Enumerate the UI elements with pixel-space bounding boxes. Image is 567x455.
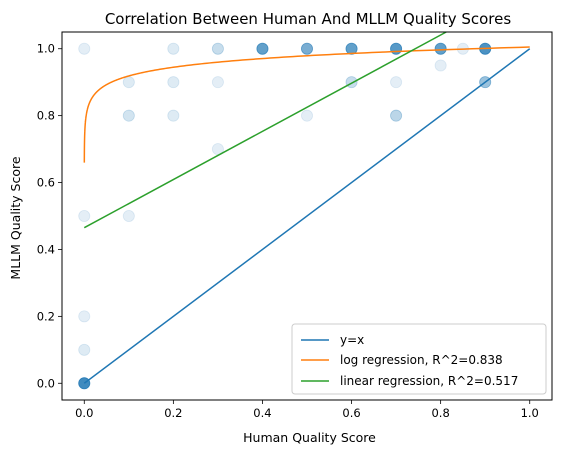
x-tick-label: 0.8 (431, 406, 449, 420)
scatter-point (434, 42, 447, 55)
y-tick-label: 0.4 (37, 242, 55, 256)
scatter-point (390, 109, 403, 122)
series-line-identity (83, 48, 531, 384)
scatter-point (434, 59, 447, 72)
legend-box (291, 323, 547, 395)
y-tick-label: 0.8 (37, 109, 55, 123)
scatter-point (300, 42, 313, 55)
legend: y=x log regression, R^2=0.838 linear reg… (291, 323, 547, 395)
scatter-point (390, 42, 403, 55)
scatter-point (78, 209, 91, 222)
axes-frame (61, 31, 553, 401)
legend-label-linear-regression: linear regression, R^2=0.517 (340, 374, 518, 388)
scatter-point (122, 209, 135, 222)
scatter-point (167, 42, 180, 55)
y-tick-label: 0.2 (37, 309, 55, 323)
scatter-point (211, 76, 224, 89)
scatter-point (300, 109, 313, 122)
chart-title: Correlation Between Human And MLLM Quali… (105, 10, 512, 28)
y-axis-label: MLLM Quality Score (8, 156, 23, 279)
x-tick-label: 0.2 (164, 406, 182, 420)
scatter-point (78, 310, 91, 323)
series-line-log (83, 46, 530, 163)
scatter-point (122, 76, 135, 89)
x-tick-label: 0.4 (253, 406, 271, 420)
scatter-point (122, 109, 135, 122)
y-tick-label: 1.0 (37, 42, 55, 56)
y-tick-label: 0.0 (37, 376, 55, 390)
legend-label-identity: y=x (340, 333, 364, 347)
scatter-point (167, 109, 180, 122)
legend-label-log-regression: log regression, R^2=0.838 (340, 353, 503, 367)
scatter-point (167, 76, 180, 89)
scatter-point (390, 76, 403, 89)
scatter-point (345, 42, 358, 55)
x-tick-label: 0.6 (342, 406, 360, 420)
scatter-point (256, 42, 269, 55)
scatter-point (211, 42, 224, 55)
series-line-linear (83, 31, 447, 229)
x-tick-label: 1.0 (521, 406, 539, 420)
x-axis-label: Human Quality Score (243, 430, 376, 445)
axis-ticks: 0.0 0.2 0.4 0.6 0.8 1.0 0.0 0.2 0.4 0.6 0.8 1.0 (37, 42, 539, 420)
x-tick-label: 0.0 (75, 406, 93, 420)
scatter-point (78, 42, 91, 55)
plot-area (78, 31, 531, 390)
y-tick-label: 0.6 (37, 176, 55, 190)
scatter-point (78, 343, 91, 356)
